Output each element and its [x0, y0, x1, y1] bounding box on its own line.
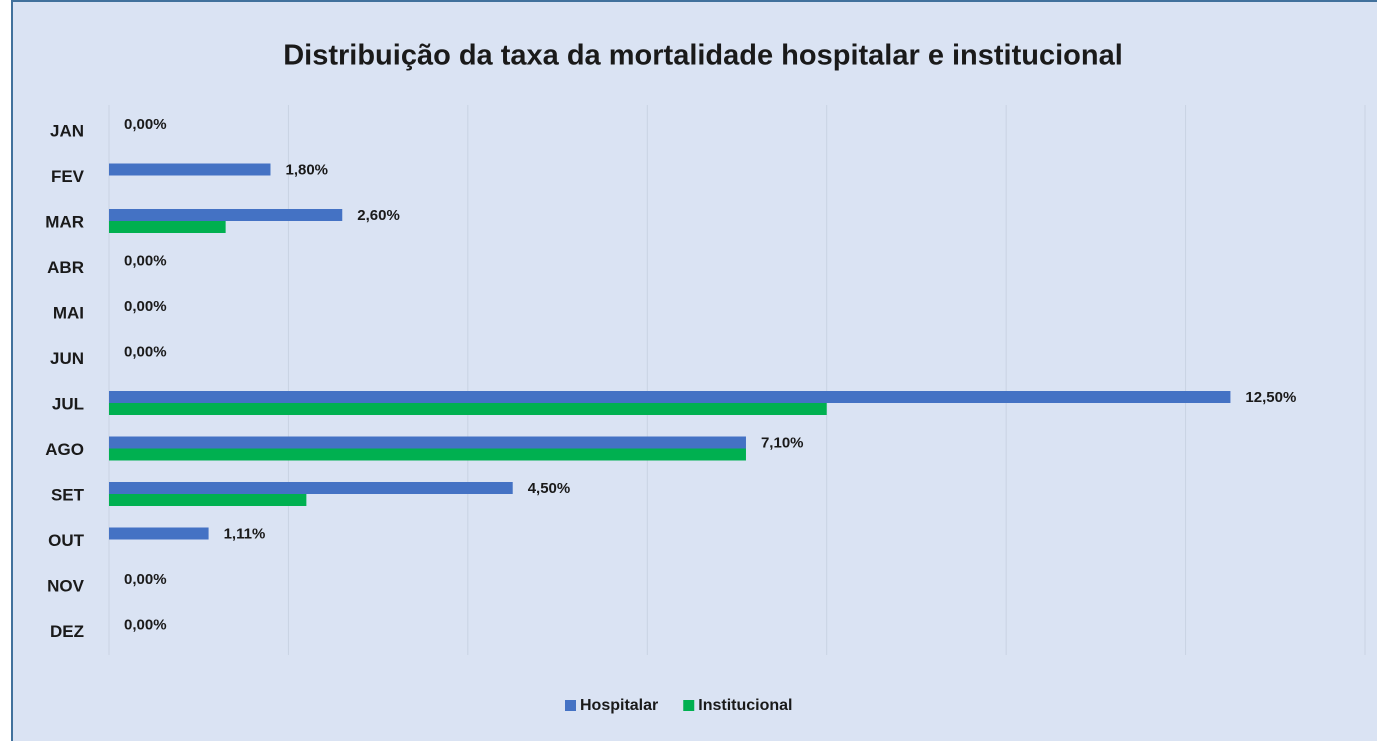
- y-tick-label: MAI: [53, 303, 84, 322]
- y-tick-label: JUL: [52, 394, 84, 413]
- bar: [109, 221, 226, 233]
- y-tick-label: AGO: [45, 440, 84, 459]
- y-tick-label: SET: [51, 485, 85, 504]
- legend-label: Institucional: [698, 697, 792, 714]
- data-label: 7,10%: [761, 434, 804, 451]
- legend-swatch: [683, 700, 695, 711]
- legend-swatch: [565, 700, 576, 711]
- data-label: 0,00%: [124, 571, 167, 588]
- y-tick-label: DEZ: [50, 622, 84, 641]
- y-tick-label: OUT: [48, 531, 85, 550]
- bar: [109, 448, 746, 461]
- y-tick-label: JUN: [50, 349, 84, 368]
- bar: [109, 482, 513, 494]
- bar: [109, 494, 307, 506]
- data-label: 4,50%: [528, 480, 571, 497]
- y-tick-label: FEV: [51, 167, 85, 186]
- y-tick-label: NOV: [47, 576, 85, 595]
- y-tick-label: ABR: [47, 258, 84, 277]
- data-label: 0,00%: [124, 343, 167, 360]
- chart-background: [11, 0, 1377, 741]
- bar: [109, 391, 1231, 403]
- data-label: 0,00%: [124, 116, 167, 133]
- bar: [109, 403, 827, 415]
- bar: [109, 527, 209, 540]
- legend-label: Hospitalar: [580, 697, 658, 714]
- data-label: 12,50%: [1245, 389, 1296, 406]
- chart-title: Distribuição da taxa da mortalidade hosp…: [283, 40, 1123, 72]
- data-label: 2,60%: [357, 207, 400, 224]
- data-label: 0,00%: [124, 298, 167, 315]
- data-label: 1,80%: [285, 161, 328, 178]
- data-label: 0,00%: [124, 252, 167, 269]
- y-tick-label: MAR: [45, 212, 84, 231]
- bar: [109, 209, 343, 221]
- bar: [109, 163, 271, 176]
- bar: [109, 436, 746, 449]
- data-label: 0,00%: [124, 616, 167, 633]
- data-label: 1,11%: [224, 525, 266, 542]
- y-tick-label: JAN: [50, 121, 84, 140]
